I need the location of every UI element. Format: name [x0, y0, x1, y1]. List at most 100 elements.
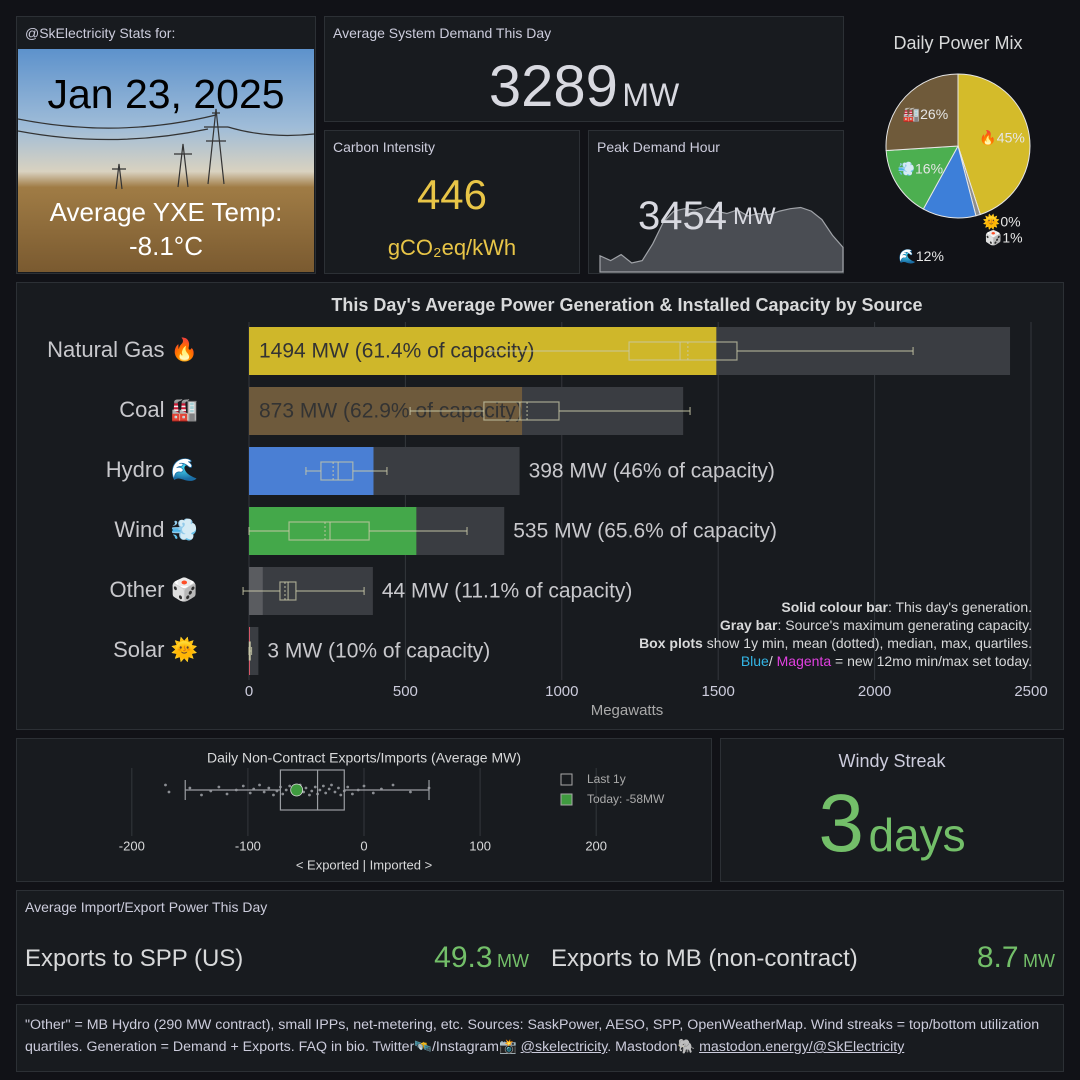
panel-title: Average System Demand This Day — [333, 25, 552, 41]
flow-value: 49.3 — [434, 941, 493, 974]
stats-panel: @SkElectricity Stats for: Jan 23, 2025 A… — [16, 16, 316, 274]
note: Blue/ Magenta = new 12mo min/max set tod… — [741, 653, 1032, 669]
unit: MW — [497, 951, 529, 971]
demand-stat: 3289 MW — [325, 53, 843, 120]
point — [324, 791, 328, 795]
category-label: Wind 💨 — [114, 517, 198, 542]
x-tick-label: -100 — [235, 838, 261, 853]
peak-stat: 3454 MW — [638, 194, 776, 238]
x-tick-label: 2000 — [858, 683, 891, 700]
point — [308, 793, 311, 797]
point — [258, 783, 261, 787]
demand-panel: Average System Demand This Day 3289 MW — [324, 16, 844, 122]
point — [304, 786, 308, 790]
point — [164, 783, 167, 787]
link[interactable]: mastodon.energy/@SkElectricity — [699, 1039, 905, 1055]
slice-label: 🌞0% — [983, 212, 1021, 230]
chart-title: Daily Power Mix — [893, 33, 1022, 53]
note-part: = new 12mo min/max set today. — [831, 653, 1032, 669]
flow-value: 8.7 — [976, 941, 1019, 974]
slice-label: 💨16% — [898, 161, 943, 178]
slice-label: 🏭26% — [903, 106, 948, 123]
slice-label: 🎲1% — [985, 229, 1023, 246]
footer-text: "Other" = MB Hydro (290 MW contract), sm… — [25, 1017, 1040, 1055]
point — [362, 784, 366, 788]
footer-text: . Mastodon🐘 — [607, 1039, 700, 1055]
x-tick-label: 0 — [245, 683, 253, 700]
note-part: / — [769, 653, 777, 669]
point — [333, 790, 337, 794]
note-part: : This day's generation. — [888, 599, 1032, 615]
point — [188, 786, 192, 790]
pie-slice — [957, 73, 1031, 216]
legend-swatch — [560, 773, 573, 786]
note: Box plots show 1y min, mean (dotted), me… — [639, 635, 1032, 651]
pie-slice — [885, 73, 959, 152]
box — [628, 341, 738, 361]
flows-panel: Average Import/Export Power This Day Exp… — [16, 890, 1064, 996]
x-tick-label: 500 — [393, 683, 418, 700]
x-tick-label: 0 — [360, 838, 367, 853]
value-label: 1494 MW (61.4% of capacity) — [259, 340, 534, 363]
point — [371, 791, 375, 795]
flow-name: Exports to MB (non-contract) — [551, 945, 858, 972]
point — [200, 793, 203, 797]
note-part: : Source's maximum generating capacity. — [777, 617, 1032, 633]
streak-value: 3 — [818, 778, 864, 869]
flow-name: Exports to SPP (US) — [25, 945, 244, 972]
point — [267, 786, 271, 790]
footer: "Other" = MB Hydro (290 MW contract), sm… — [25, 1014, 1055, 1058]
carbon-panel: Carbon Intensity 446 gCO₂eq/kWh — [324, 130, 580, 274]
x-tick-label: 100 — [469, 838, 491, 853]
slice-label: 🌊12% — [898, 248, 943, 264]
note-part: Blue — [741, 653, 769, 669]
footer-panel: "Other" = MB Hydro (290 MW contract), sm… — [16, 1004, 1064, 1072]
point — [313, 785, 317, 789]
panel-title: Windy Streak — [838, 751, 946, 771]
panel-title: Average Import/Export Power This Day — [25, 899, 268, 915]
point — [339, 793, 343, 797]
x-tick-label: 1000 — [545, 683, 578, 700]
value-label: 3 MW (10% of capacity) — [267, 640, 490, 663]
today-point — [290, 783, 304, 797]
legend-label: Today: -58MW — [587, 792, 665, 806]
area — [599, 206, 844, 273]
note: Gray bar: Source's maximum generating ca… — [720, 617, 1032, 633]
slice-label: 🔥45% — [979, 130, 1024, 147]
box — [288, 521, 370, 541]
legend-label: Last 1y — [587, 772, 626, 786]
point — [337, 786, 340, 790]
point — [284, 788, 288, 792]
chart-title: Daily Non-Contract Exports/Imports (Aver… — [207, 750, 521, 766]
category-label: Coal 🏭 — [119, 397, 198, 422]
category-label: Solar 🌞 — [113, 636, 198, 663]
note: Solid colour bar: This day's generation. — [781, 599, 1032, 615]
flow-stat: 8.7 MW — [977, 941, 1055, 975]
chart-title: This Day's Average Power Generation & In… — [331, 295, 922, 315]
legend-swatch — [560, 793, 573, 806]
x-axis-label: < Exported | Imported > — [296, 857, 432, 872]
point — [167, 790, 171, 794]
unit: MW — [1023, 951, 1055, 971]
date: Jan 23, 2025 — [47, 71, 285, 117]
point — [391, 783, 395, 787]
value-label: 44 MW (11.1% of capacity) — [382, 580, 633, 603]
link[interactable]: @skelectricity — [520, 1039, 608, 1055]
x-tick-label: 1500 — [702, 683, 735, 700]
point — [262, 790, 266, 794]
point — [241, 784, 245, 788]
unit: gCO₂eq/kWh — [387, 235, 517, 260]
peak-value: 3454 — [638, 194, 727, 238]
generation-bar — [249, 327, 717, 375]
pylons — [18, 108, 314, 190]
unit: MW — [622, 77, 680, 113]
note-part: Box plots — [639, 635, 703, 651]
x-axis-label: Megawatts — [591, 702, 664, 719]
x-tick-label: 2500 — [1014, 683, 1047, 700]
value-label: 535 MW (65.6% of capacity) — [513, 520, 777, 543]
x-tick-label: -200 — [119, 838, 145, 853]
category-label: Natural Gas 🔥 — [47, 337, 198, 362]
x-tick-label: 200 — [585, 838, 607, 853]
box — [279, 769, 345, 811]
